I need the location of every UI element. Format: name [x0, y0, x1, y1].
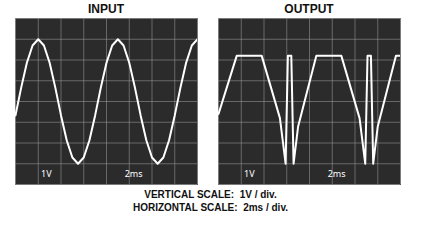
html-text:HORIZONTAL SCALE: 2ms / div.: HORIZONTAL SCALE: 2ms / div.: [133, 202, 288, 213]
svg-text:1V: 1V: [41, 167, 52, 180]
html-text:VERTICAL SCALE: 1V / div.: VERTICAL SCALE: 1V / div.: [144, 189, 277, 200]
svg-text:2ms: 2ms: [328, 167, 346, 180]
svg-text:1V: 1V: [244, 167, 255, 180]
html-text:OUTPUT: OUTPUT: [284, 2, 334, 16]
html-text:INPUT: INPUT: [88, 2, 124, 16]
svg-text:2ms: 2ms: [125, 167, 143, 180]
